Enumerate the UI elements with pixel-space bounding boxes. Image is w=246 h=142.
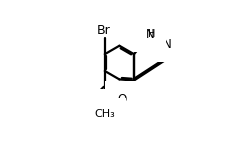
Text: O: O [117,93,126,106]
Text: H: H [148,29,155,39]
Text: CH₃: CH₃ [94,109,115,119]
Text: Br: Br [97,24,111,37]
Text: N: N [163,38,171,51]
Text: N: N [146,28,154,40]
Text: O: O [88,101,97,113]
